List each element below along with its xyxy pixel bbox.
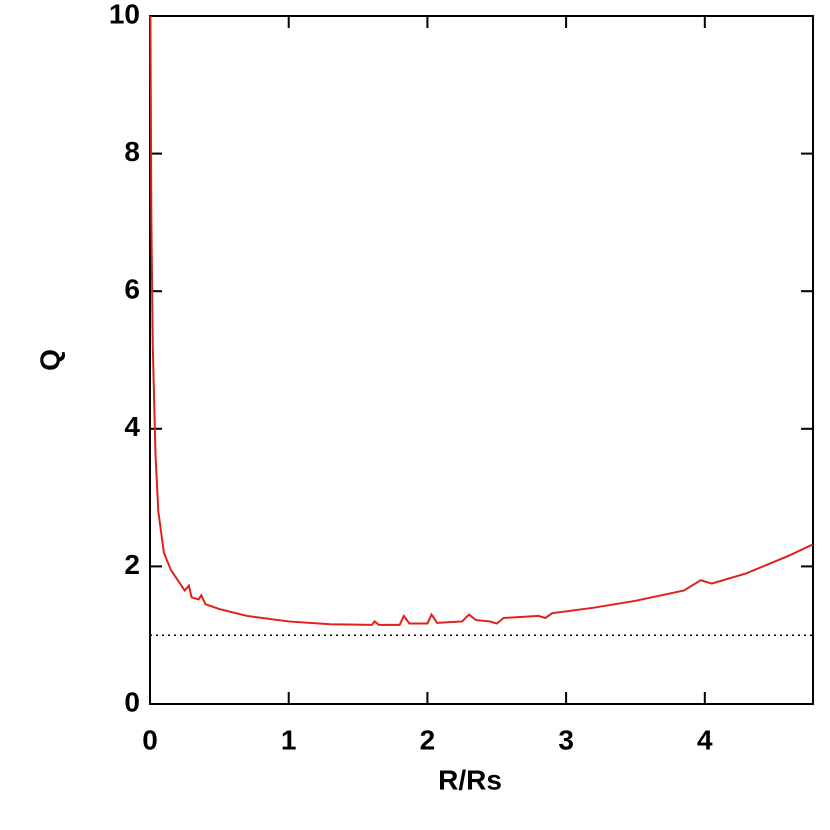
y-tick-label: 2 [124,549,140,580]
y-tick-label: 0 [124,686,140,717]
y-axis-label: Q [34,349,65,371]
y-tick-label: 4 [124,411,140,442]
x-tick-label: 2 [420,724,436,755]
x-tick-label: 1 [281,724,297,755]
x-axis-label: R/Rs [438,764,502,795]
data-line [149,15,814,626]
y-tick-label: 8 [124,136,140,167]
x-tick-label: 4 [697,724,713,755]
y-tick-label: 10 [109,0,140,29]
x-tick-label: 0 [142,724,158,755]
y-tick-label: 6 [124,274,140,305]
x-tick-label: 3 [558,724,574,755]
plot-frame [149,15,814,705]
